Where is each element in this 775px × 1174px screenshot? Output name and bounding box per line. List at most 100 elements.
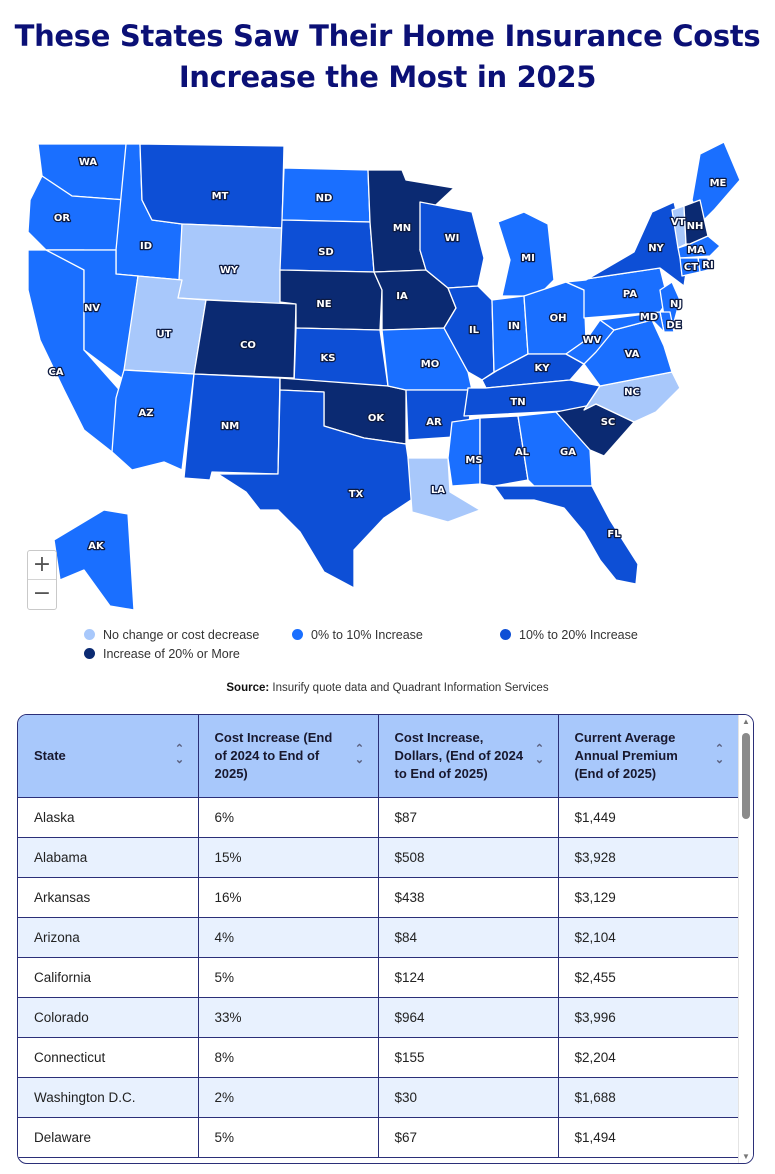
table-row: Arkansas 16% $438 $3,129: [18, 877, 739, 918]
cell-cost-dollars: $87: [378, 797, 559, 838]
table-row: California 5% $124 $2,455: [18, 957, 739, 998]
legend-item-high: Increase of 20% or More: [84, 645, 240, 663]
state-label-ut: UT: [157, 329, 172, 340]
scroll-down-icon[interactable]: ▼: [742, 1152, 750, 1161]
table-row: Arizona 4% $84 $2,104: [18, 917, 739, 958]
cell-state: Arkansas: [18, 877, 199, 918]
state-label-al: AL: [515, 447, 530, 458]
sort-icon[interactable]: ⌃ ⌄: [354, 743, 365, 766]
cell-cost-dollars: $84: [378, 917, 559, 958]
sort-icon[interactable]: ⌃ ⌄: [174, 743, 185, 766]
state-ms[interactable]: [447, 417, 481, 487]
sort-icon[interactable]: ⌃ ⌄: [714, 743, 725, 766]
scroll-up-icon[interactable]: ▲: [742, 717, 750, 726]
legend: No change or cost decrease 0% to 10% Inc…: [84, 626, 704, 666]
cell-premium: $1,494: [558, 1117, 739, 1158]
state-label-mn: MN: [393, 223, 411, 234]
state-label-az: AZ: [139, 408, 154, 419]
state-label-nc: NC: [624, 387, 640, 398]
scrollbar-thumb[interactable]: [742, 733, 750, 819]
cell-premium: $2,455: [558, 957, 739, 998]
source-note: Source: Insurify quote data and Quadrant…: [0, 682, 775, 694]
cell-state: Washington D.C.: [18, 1077, 199, 1118]
cell-cost-increase: 4%: [198, 917, 379, 958]
state-label-de: DE: [666, 320, 681, 331]
legend-label: Increase of 20% or More: [103, 647, 240, 661]
us-map[interactable]: WA OR CA ID NV MT WY UT CO AZ NM ND SD NE KS OK TX MN IA MO…: [24, 140, 751, 610]
cell-cost-increase: 33%: [198, 997, 379, 1038]
state-tx[interactable]: [217, 389, 415, 589]
legend-swatch-icon: [84, 629, 95, 640]
state-label-nv: NV: [84, 303, 100, 314]
state-label-co: CO: [240, 340, 256, 351]
state-label-wv: WV: [583, 335, 602, 346]
legend-label: 10% to 20% Increase: [519, 628, 638, 642]
zoom-out-button[interactable]: −: [28, 579, 56, 608]
state-label-tn: TN: [510, 397, 525, 408]
state-label-id: ID: [140, 241, 152, 252]
state-label-ri: RI: [702, 260, 713, 271]
legend-label: No change or cost decrease: [103, 628, 260, 642]
table-row: Alaska 6% $87 $1,449: [18, 797, 739, 838]
table-row: Colorado 33% $964 $3,996: [18, 997, 739, 1038]
state-fl[interactable]: [493, 485, 639, 585]
column-header-premium[interactable]: Current Average Annual Premium (End of 2…: [558, 715, 739, 798]
data-table: State ⌃ ⌄ Cost Increase (End of 2024 to En…: [18, 715, 739, 1158]
source-label: Source:: [226, 682, 270, 694]
cell-cost-increase: 5%: [198, 1117, 379, 1158]
map-canvas[interactable]: WA OR CA ID NV MT WY UT CO AZ NM ND SD NE KS OK TX MN IA MO…: [24, 140, 751, 610]
state-ks[interactable]: [293, 327, 389, 387]
cell-cost-increase: 5%: [198, 957, 379, 998]
state-label-nd: ND: [316, 193, 333, 204]
cell-state: Colorado: [18, 997, 199, 1038]
cell-cost-dollars: $155: [378, 1037, 559, 1078]
title-line-2: Increase the Most in 2025: [178, 60, 597, 94]
cell-state: Alabama: [18, 837, 199, 878]
state-md[interactable]: [599, 311, 665, 333]
legend-swatch-icon: [84, 648, 95, 659]
legend-item-mid: 10% to 20% Increase: [500, 626, 638, 644]
data-table-container[interactable]: State ⌃ ⌄ Cost Increase (End of 2024 to En…: [17, 714, 754, 1164]
legend-item-no-change: No change or cost decrease: [84, 626, 259, 644]
state-label-pa: PA: [623, 289, 637, 300]
state-label-me: ME: [710, 178, 727, 189]
cell-state: Connecticut: [18, 1037, 199, 1078]
state-mt[interactable]: [139, 143, 285, 229]
legend-swatch-icon: [500, 629, 511, 640]
state-label-nj: NJ: [670, 299, 682, 310]
state-label-mt: MT: [212, 191, 229, 202]
cell-cost-increase: 2%: [198, 1077, 379, 1118]
state-wy[interactable]: [177, 223, 283, 305]
legend-item-low: 0% to 10% Increase: [292, 626, 423, 644]
state-ny[interactable]: [565, 201, 689, 287]
state-me[interactable]: [691, 141, 741, 223]
page-title: These States Saw Their Home Insurance Co…: [0, 16, 775, 98]
zoom-in-button[interactable]: +: [32, 552, 52, 577]
column-header-cost-increase[interactable]: Cost Increase (End of 2024 to End of 202…: [198, 715, 379, 798]
cell-cost-dollars: $438: [378, 877, 559, 918]
state-az[interactable]: [111, 369, 195, 471]
state-label-la: LA: [431, 485, 445, 496]
state-label-mi: MI: [521, 253, 535, 264]
state-label-ca: CA: [48, 367, 63, 378]
table-scrollbar[interactable]: ▲ ▼: [738, 715, 753, 1163]
cell-cost-dollars: $964: [378, 997, 559, 1038]
column-header-label: Current Average Annual Premium (End of 2…: [574, 730, 678, 781]
state-label-ok: OK: [368, 413, 386, 424]
state-ct[interactable]: [679, 257, 701, 277]
table-row: Alabama 15% $508 $3,928: [18, 837, 739, 878]
state-sd[interactable]: [279, 219, 375, 273]
column-header-cost-dollars[interactable]: Cost Increase, Dollars, (End of 2024 to …: [378, 715, 559, 798]
state-label-fl: FL: [607, 529, 621, 540]
column-header-state[interactable]: State ⌃ ⌄: [18, 715, 199, 798]
state-ak[interactable]: [53, 509, 135, 610]
column-header-label: State: [34, 748, 66, 763]
state-al[interactable]: [479, 415, 529, 487]
state-label-ct: CT: [684, 262, 698, 273]
cell-premium: $1,688: [558, 1077, 739, 1118]
state-label-tx: TX: [349, 489, 364, 500]
cell-premium: $1,449: [558, 797, 739, 838]
state-co[interactable]: [193, 299, 297, 379]
sort-icon[interactable]: ⌃ ⌄: [534, 743, 545, 766]
cell-cost-increase: 16%: [198, 877, 379, 918]
